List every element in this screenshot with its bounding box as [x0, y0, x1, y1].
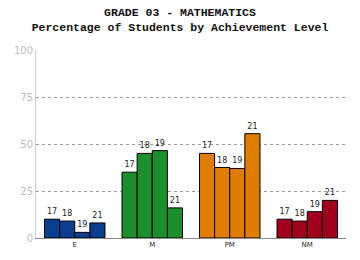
svg-text:0: 0: [27, 233, 33, 244]
svg-text:18: 18: [217, 156, 227, 165]
svg-text:18: 18: [62, 209, 72, 218]
svg-text:19: 19: [310, 200, 320, 209]
svg-text:18: 18: [140, 141, 150, 150]
svg-text:50: 50: [20, 139, 33, 150]
svg-text:17: 17: [47, 207, 57, 216]
svg-text:25: 25: [20, 186, 33, 197]
svg-text:21: 21: [325, 188, 335, 197]
svg-text:21: 21: [92, 211, 102, 220]
svg-text:M: M: [149, 241, 155, 249]
svg-text:17: 17: [279, 207, 289, 216]
svg-text:E: E: [73, 241, 77, 249]
svg-text:GRADE 03 - MATHEMATICSPercenta: GRADE 03 - MATHEMATICSPercentage of Stud…: [32, 6, 329, 34]
svg-text:18: 18: [295, 209, 305, 218]
svg-text:PM: PM: [225, 241, 235, 249]
svg-text:21: 21: [247, 122, 257, 131]
svg-text:21: 21: [170, 196, 180, 205]
svg-text:17: 17: [124, 160, 134, 169]
svg-text:19: 19: [77, 220, 87, 229]
svg-text:19: 19: [155, 139, 165, 148]
svg-text:17: 17: [202, 141, 212, 150]
svg-text:100: 100: [14, 45, 33, 56]
svg-text:75: 75: [20, 92, 33, 103]
svg-text:NM: NM: [302, 241, 313, 249]
svg-text:19: 19: [232, 156, 242, 165]
